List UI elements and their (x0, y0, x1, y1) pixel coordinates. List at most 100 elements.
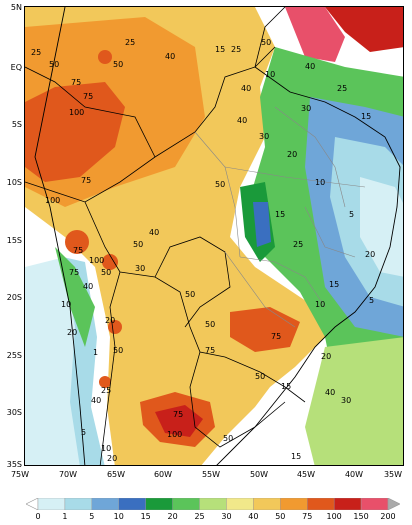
lat-label-5n: 5N (10, 3, 22, 12)
lon-label-40w: 40W (344, 470, 364, 479)
field-atlantic-south (305, 337, 403, 465)
precipitation-map: 25 50 75 100 75 50 25 15 25 50 40 40 10 … (24, 6, 404, 466)
contour-label: 50 (223, 434, 233, 443)
contour-label: 40 (237, 116, 247, 125)
contour-label: 75 (205, 346, 215, 355)
contour-label: 20 (107, 454, 117, 463)
colorbar-label: 15 (140, 512, 151, 521)
contour-label: 50 (261, 38, 271, 47)
lon-label-50w: 50W (249, 470, 269, 479)
contour-label: 15 (361, 112, 371, 121)
contour-label: 50 (205, 320, 215, 329)
contour-label: 25 (337, 84, 347, 93)
lat-label-eq: EQ (10, 63, 22, 72)
colorbar-label: 100 (326, 512, 342, 521)
colorbar-cell (360, 498, 389, 510)
contour-label: 30 (259, 132, 269, 141)
contour-label: 40 (83, 282, 93, 291)
contour-label: 75 (271, 332, 281, 341)
atlantic-coastline (216, 66, 401, 465)
field-andes-high-3 (98, 50, 112, 64)
colorbar-cell (226, 498, 254, 510)
contour-label: 25 (101, 386, 111, 395)
lat-label-10s: 10S (6, 178, 22, 187)
contour-label: 15 (329, 280, 339, 289)
lat-label-5s: 5S (11, 120, 22, 129)
contour-label: 15 (215, 45, 225, 54)
field-amazon-high (25, 82, 125, 182)
colorbar-label: 10 (113, 512, 124, 521)
contour-label: 30 (135, 264, 145, 273)
field-northeast-dry (360, 177, 403, 277)
field-andes-green (55, 247, 95, 347)
contour-label: 50 (185, 290, 195, 299)
colorbar-cell (253, 498, 281, 510)
contour-label: 75 (73, 246, 83, 255)
contour-label: 20 (321, 352, 331, 361)
field-andes-high-2 (102, 254, 118, 270)
colorbar-label: 1 (62, 512, 68, 521)
contour-label: 15 (275, 210, 285, 219)
lat-label-30s: 30S (6, 408, 22, 417)
contour-label: 30 (341, 396, 351, 405)
contour-label: 5 (349, 210, 354, 219)
contour-label: 50 (255, 372, 265, 381)
contour-label: 100 (45, 196, 60, 205)
colorbar-label: 20 (167, 512, 178, 521)
contour-label: 50 (113, 346, 123, 355)
contour-label: 50 (49, 60, 59, 69)
lat-label-15s: 15S (6, 236, 22, 245)
contour-label: 10 (61, 300, 71, 309)
contour-label: 50 (113, 60, 123, 69)
colorbar-cell (37, 498, 66, 510)
contour-label: 25 (231, 45, 241, 54)
contour-label: 40 (241, 84, 251, 93)
contour-label: 25 (293, 240, 303, 249)
contour-label: 20 (105, 316, 115, 325)
field-north-extreme (285, 7, 345, 62)
contour-label: 1 (93, 348, 98, 357)
contour-label: 40 (305, 62, 315, 71)
pacific-coastline (34, 7, 86, 465)
contour-label: 75 (81, 176, 91, 185)
contour-label: 100 (69, 108, 84, 117)
lon-label-35w: 35W (383, 470, 403, 479)
colorbar-label: 5 (89, 512, 95, 521)
colorbar-label: 200 (380, 512, 396, 521)
colorbar-label: 0 (35, 512, 41, 521)
contour-label: 40 (165, 52, 175, 61)
field-north-peak (325, 7, 403, 52)
contour-label: 100 (89, 256, 104, 265)
lon-label-65w: 65W (106, 470, 126, 479)
lon-label-75w: 75W (10, 470, 30, 479)
lon-label-70w: 70W (58, 470, 78, 479)
lon-label-55w: 55W (201, 470, 221, 479)
contour-label: 40 (325, 388, 335, 397)
contour-label: 10 (265, 70, 275, 79)
colorbar-label: 40 (248, 512, 259, 521)
contour-label: 50 (215, 180, 225, 189)
field-andes-high-4 (108, 320, 122, 334)
colorbar-low-arrow (26, 498, 39, 510)
colorbar-label: 150 (353, 512, 369, 521)
colorbar-cell (91, 498, 119, 510)
contour-label: 100 (167, 430, 182, 439)
colorbar-cell (199, 498, 227, 510)
state-borders (194, 106, 366, 328)
contour-label: 40 (91, 396, 101, 405)
colorbar-cell (118, 498, 146, 510)
lat-label-25s: 25S (6, 351, 22, 360)
contour-labels: 25 50 75 100 75 50 25 15 25 50 40 40 10 … (31, 38, 375, 463)
contour-label: 75 (173, 410, 183, 419)
colorbar-label: 75 (302, 512, 313, 521)
contour-label: 50 (101, 268, 111, 277)
contour-label: 10 (315, 178, 325, 187)
lon-label-60w: 60W (153, 470, 173, 479)
contour-label: 10 (101, 444, 111, 453)
colorbar-cell (280, 498, 308, 510)
contour-label: 5 (81, 428, 86, 437)
colorbar-label: 25 (194, 512, 205, 521)
colorbar-high-arrow (387, 498, 400, 510)
colorbar-cell (64, 498, 93, 510)
contour-label: 75 (71, 78, 81, 87)
